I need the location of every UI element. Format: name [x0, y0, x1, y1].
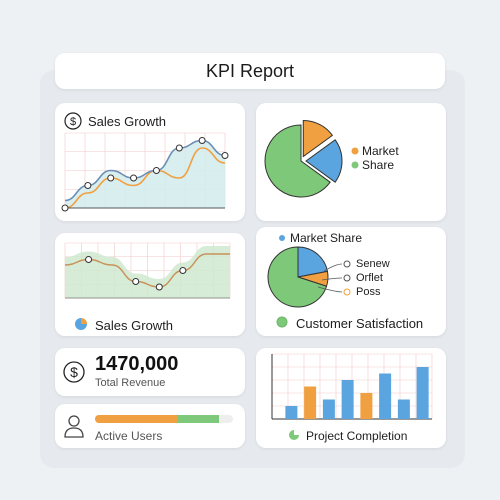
project-completion-bar-chart [271, 353, 433, 420]
total-revenue-card[interactable]: $ 1470,000 Total Revenue [55, 348, 245, 396]
market-legend-2: Share [362, 158, 395, 172]
data-point [155, 283, 163, 291]
dollar-icon: $ [64, 112, 82, 130]
callout-marker [343, 288, 351, 296]
bar [304, 386, 317, 419]
revenue-label: Total Revenue [95, 377, 166, 389]
series-band [65, 246, 230, 298]
dot-green-icon [276, 316, 288, 328]
market-share-pie-top [264, 120, 343, 198]
active-users-card[interactable]: Active Users [55, 404, 245, 448]
pie-legend-3: Poss [356, 286, 381, 298]
revenue-value: 1470,000 [95, 353, 179, 375]
pie-slice [305, 139, 343, 183]
market-share-card-top[interactable]: Market Share [256, 103, 446, 221]
users-progress-fill-green [177, 415, 220, 423]
bar [322, 399, 335, 419]
pie-slice [297, 246, 329, 278]
callout-line [321, 277, 343, 281]
bar [397, 399, 410, 419]
sales-growth-title-top: Sales Growth [88, 114, 167, 129]
sales-growth-title-bottom: Sales Growth [95, 318, 174, 333]
pie-slice [302, 120, 334, 158]
bar [360, 393, 373, 419]
market-share-card-bottom[interactable]: Market Share Senew Orflet Poss Customer … [256, 227, 446, 336]
market-legend-1: Market [362, 144, 399, 158]
customer-satisfaction-label: Customer Satisfaction [296, 316, 424, 331]
bar [379, 373, 392, 419]
data-point [130, 174, 138, 182]
callout-marker [343, 260, 351, 268]
svg-text:$: $ [70, 364, 78, 380]
callout-line [323, 263, 343, 272]
pie-slice [267, 246, 328, 308]
data-point [198, 137, 206, 144]
series-line-orange [64, 147, 226, 209]
callout-marker [343, 274, 351, 282]
pie-legend-1: Senew [356, 258, 390, 270]
market-share-pie-bottom [267, 246, 351, 308]
market-share-title-bottom: Market Share [290, 231, 363, 245]
dot-orange-icon [351, 147, 359, 155]
data-point [221, 152, 229, 159]
data-point [175, 144, 183, 152]
dot-blue-icon [279, 235, 285, 241]
sales-growth-line-chart-bottom [64, 242, 231, 299]
sales-growth-line-chart-top [61, 132, 229, 212]
pie-green-icon [289, 430, 299, 440]
project-completion-title: Project Completion [306, 429, 408, 443]
pie-slice [264, 124, 331, 198]
active-users-label: Active Users [95, 429, 163, 443]
data-point [85, 256, 93, 263]
bar [416, 367, 429, 419]
users-progress-fill-orange [95, 415, 178, 423]
bar [341, 380, 354, 419]
pie-small-icon [75, 318, 87, 330]
data-point [179, 267, 187, 274]
user-icon [64, 415, 84, 438]
dot-green-icon [351, 161, 359, 169]
data-point [107, 174, 115, 182]
bar [285, 406, 298, 419]
data-point [84, 182, 92, 189]
users-progress-track [95, 415, 233, 423]
pie-legend-2: Orflet [356, 272, 383, 284]
svg-text:$: $ [70, 116, 76, 128]
callout-line [317, 286, 343, 293]
project-completion-card[interactable]: Project Completion [256, 348, 446, 448]
dollar-icon: $ [63, 361, 85, 383]
data-point [152, 167, 160, 174]
page-title: KPI Report [205, 60, 295, 81]
data-point [132, 278, 140, 285]
data-point [61, 204, 69, 212]
title-card: KPI Report [55, 53, 445, 89]
sales-growth-card-top[interactable]: $ Sales Growth [55, 103, 245, 221]
sales-growth-card-bottom[interactable]: Sales Growth [55, 233, 245, 336]
